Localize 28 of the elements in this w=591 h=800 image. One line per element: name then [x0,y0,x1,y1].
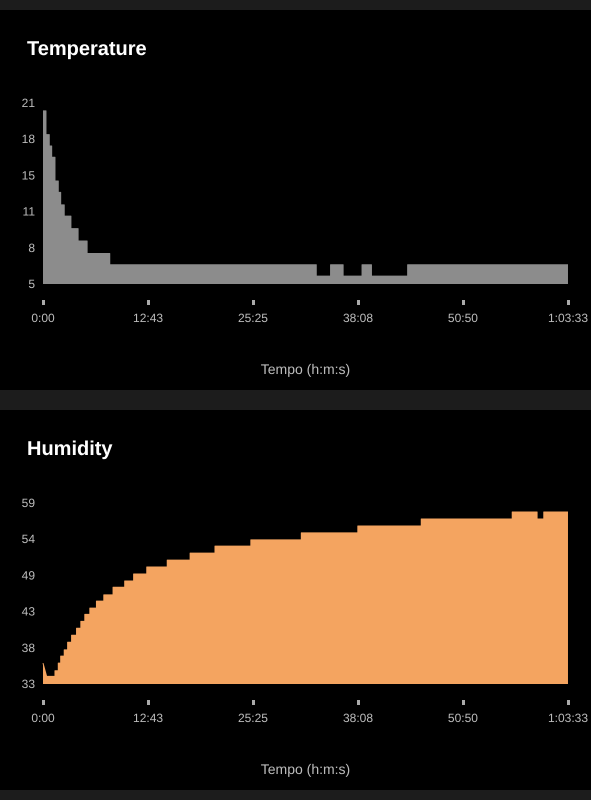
y-tick-label: 21 [22,96,36,110]
x-tick-label: 1:03:33 [548,711,588,725]
y-tick-label: 59 [22,496,36,510]
x-tick-label: 1:03:33 [548,311,588,325]
x-tick-label: 25:25 [238,711,268,725]
x-tick-label: 25:25 [238,311,268,325]
chart-title: Temperature [27,38,147,60]
y-tick-label: 54 [22,532,36,546]
y-tick-label: 49 [22,568,36,582]
y-tick-label: 33 [22,677,36,691]
x-tick-label: 0:00 [31,711,55,725]
x-tick-label: 12:43 [133,711,164,725]
y-tick-label: 5 [28,277,36,291]
x-axis-title: Tempo (h:m:s) [260,361,350,377]
chart-title: Humidity [27,438,114,460]
x-tick-label: 50:50 [448,311,478,325]
x-tick-label: 38:08 [343,311,374,325]
y-tick-label: 38 [22,640,36,655]
y-tick-label: 11 [22,204,36,219]
x-tick-label: 50:50 [448,711,478,725]
y-tick-label: 18 [22,132,36,146]
x-tick-label: 38:08 [343,711,374,725]
y-tick-label: 43 [22,604,36,619]
x-tick-label: 0:00 [31,311,55,325]
x-tick-label: 12:43 [133,311,164,325]
y-tick-label: 15 [22,168,36,182]
y-tick-label: 8 [28,240,36,255]
x-axis-title: Tempo (h:m:s) [260,761,350,777]
